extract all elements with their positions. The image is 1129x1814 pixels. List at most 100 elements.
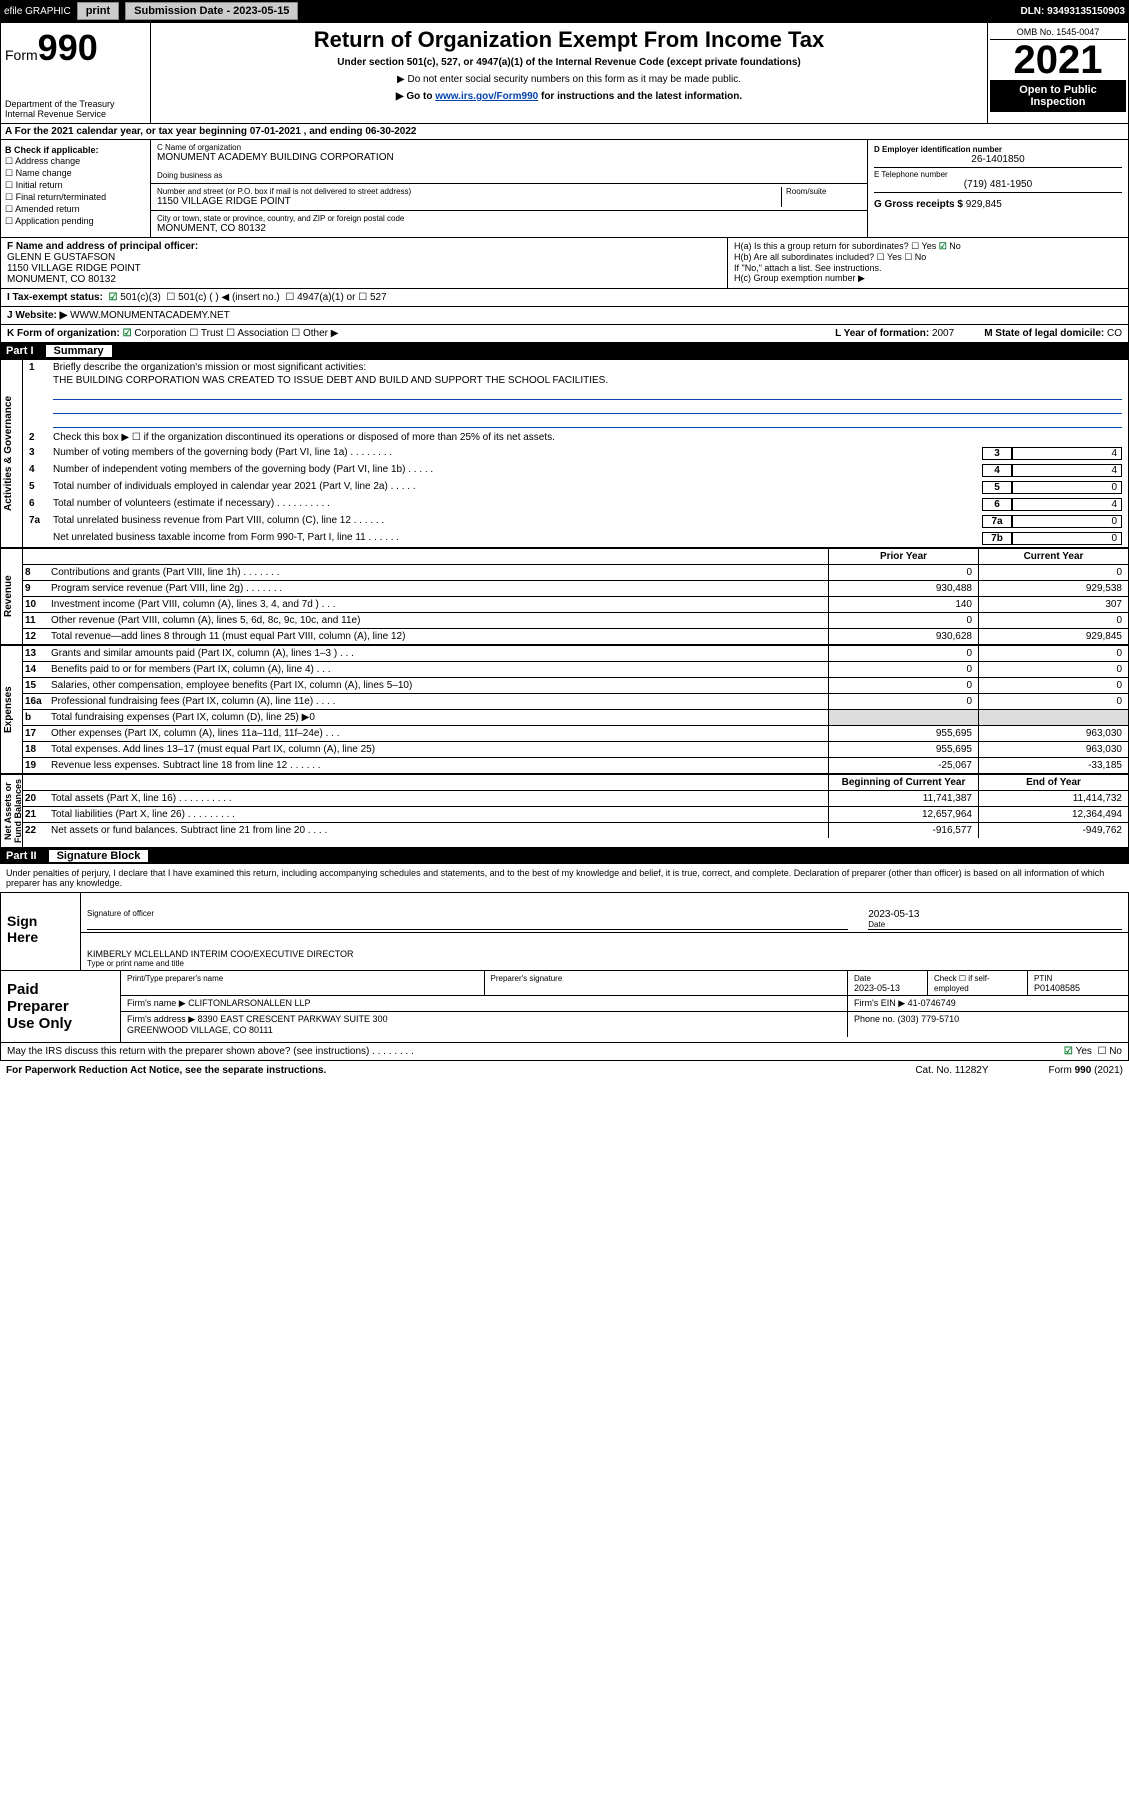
firm-addr-label: Firm's address ▶ [127,1014,195,1024]
hb-yes[interactable]: Yes [877,252,902,262]
row-text: Professional fundraising fees (Part IX, … [47,694,828,709]
chk-501c3[interactable]: 501(c)(3) [109,292,161,303]
sig-date-label: Date [868,920,885,929]
submission-date-button[interactable]: Submission Date - 2023-05-15 [125,2,298,20]
hb-no[interactable]: No [904,252,926,262]
row-prior: 955,695 [828,726,978,741]
row-text: Total expenses. Add lines 13–17 (must eq… [47,742,828,757]
form-number: Form990 [5,27,146,69]
chk-application-pending[interactable]: Application pending [5,216,146,227]
row-num: 15 [23,678,47,693]
row-current: -949,762 [978,823,1128,838]
row-prior: 0 [828,678,978,693]
officer-printed-name: KIMBERLY MCLELLAND INTERIM COO/EXECUTIVE… [87,949,1122,959]
line-boxnum: 5 [982,481,1012,494]
chk-association[interactable]: Association [226,328,288,339]
section-bcd: B Check if applicable: Address change Na… [0,140,1129,238]
row-num: 18 [23,742,47,757]
chk-4947[interactable]: 4947(a)(1) or [285,292,355,303]
line-boxnum: 3 [982,447,1012,460]
ha-yes[interactable]: Yes [911,241,936,251]
revenue-table: Revenue Prior YearCurrent Year 8Contribu… [0,548,1129,645]
irs-no[interactable]: No [1097,1046,1122,1057]
ptin-label: PTIN [1034,974,1052,983]
row-num: 22 [23,823,47,838]
row-num: 10 [23,597,47,612]
dba-label: Doing business as [157,171,861,180]
irs-link[interactable]: www.irs.gov/Form990 [435,91,538,102]
addr-label: Number and street (or P.O. box if mail i… [157,187,781,196]
row-prior: 0 [828,646,978,661]
chk-527[interactable]: 527 [358,292,386,303]
vtab-netassets: Net Assets or Fund Balances [1,775,23,847]
row-prior: -916,577 [828,823,978,838]
note2-post: for instructions and the latest informat… [538,91,742,102]
form-subtitle: Under section 501(c), 527, or 4947(a)(1)… [155,57,983,68]
row-prior: 12,657,964 [828,807,978,822]
vtab-expenses: Expenses [1,646,23,773]
line-boxnum: 4 [982,464,1012,477]
row-i: I Tax-exempt status: 501(c)(3) 501(c) ( … [0,289,1129,307]
hb-note: If "No," attach a list. See instructions… [734,263,1122,273]
mission-text: THE BUILDING CORPORATION WAS CREATED TO … [23,375,1128,386]
chk-final-return[interactable]: Final return/terminated [5,192,146,203]
footer-form-num: 990 [1075,1065,1092,1076]
phone-value: (303) 779-5710 [898,1014,960,1024]
print-button[interactable]: print [77,2,119,20]
chk-trust[interactable]: Trust [189,328,223,339]
row-current: 12,364,494 [978,807,1128,822]
section-c: C Name of organization MONUMENT ACADEMY … [151,140,868,237]
line-num: 3 [29,447,53,460]
part2-title: Signature Block [49,850,149,862]
dept-label: Department of the Treasury Internal Reve… [5,99,146,119]
col-beginning: Beginning of Current Year [828,775,978,790]
line-text: Total unrelated business revenue from Pa… [53,515,982,528]
chk-initial-return[interactable]: Initial return [5,180,146,191]
netassets-table: Net Assets or Fund Balances Beginning of… [0,774,1129,848]
tel-label: E Telephone number [874,170,1122,179]
part1-label: Part I [6,345,34,357]
note2-pre: ▶ Go to [396,91,435,102]
footer-left: For Paperwork Reduction Act Notice, see … [6,1065,915,1076]
vtab-revenue: Revenue [1,549,23,644]
chk-other[interactable]: Other ▶ [291,328,338,339]
line-text: Total number of individuals employed in … [53,481,982,494]
chk-corporation[interactable]: Corporation [123,328,187,339]
row-text: Other revenue (Part VIII, column (A), li… [47,613,828,628]
note-link: ▶ Go to www.irs.gov/Form990 for instruct… [155,91,983,102]
line-text: Number of independent voting members of … [53,464,982,477]
irs-yes[interactable]: Yes [1064,1046,1092,1057]
tax-year: 2021 [990,40,1126,80]
row-num: 11 [23,613,47,628]
part2-header: Part II Signature Block [0,848,1129,864]
row-text: Grants and similar amounts paid (Part IX… [47,646,828,661]
line-num: 6 [29,498,53,511]
row-num: 19 [23,758,47,773]
row-prior [828,710,978,725]
chk-address-change[interactable]: Address change [5,156,146,167]
expenses-table: Expenses 13Grants and similar amounts pa… [0,645,1129,774]
paid-preparer-block: Paid Preparer Use Only Print/Type prepar… [0,971,1129,1043]
gross-label: G Gross receipts $ [874,199,963,210]
chk-amended-return[interactable]: Amended return [5,204,146,215]
prep-sig-label: Preparer's signature [491,974,563,983]
row-prior: 0 [828,613,978,628]
ha-no[interactable]: No [939,241,961,251]
section-b: B Check if applicable: Address change Na… [1,140,151,237]
sign-here-block: Sign Here Signature of officer 2023-05-1… [0,892,1129,971]
chk-501c[interactable]: 501(c) ( ) ◀ (insert no.) [166,292,279,303]
row-text: Program service revenue (Part VIII, line… [47,581,828,596]
row-text: Total liabilities (Part X, line 26) . . … [47,807,828,822]
street-address: 1150 VILLAGE RIDGE POINT [157,196,781,207]
j-label: J Website: ▶ [7,310,67,321]
header-mid: Return of Organization Exempt From Incom… [151,23,988,123]
row-current: 963,030 [978,726,1128,741]
row-prior: 0 [828,662,978,677]
chk-name-change[interactable]: Name change [5,168,146,179]
name-label: C Name of organization [157,143,861,152]
footer-right: Form 990 (2021) [1049,1065,1123,1076]
phone-label: Phone no. [854,1014,895,1024]
col-end: End of Year [978,775,1128,790]
row-prior: 11,741,387 [828,791,978,806]
row-current: 307 [978,597,1128,612]
